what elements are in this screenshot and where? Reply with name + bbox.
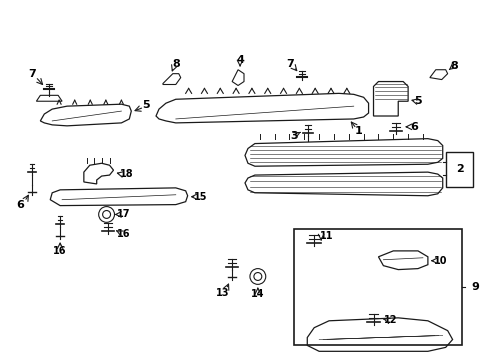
Text: 14: 14 xyxy=(250,289,264,299)
Text: 7: 7 xyxy=(28,69,36,79)
Text: 1: 1 xyxy=(354,126,362,136)
Text: 2: 2 xyxy=(455,164,463,174)
Text: 15: 15 xyxy=(193,192,207,202)
Text: 3: 3 xyxy=(290,131,298,141)
Text: 5: 5 xyxy=(142,100,150,110)
Text: 5: 5 xyxy=(413,96,421,106)
Text: 12: 12 xyxy=(383,315,396,325)
Text: 10: 10 xyxy=(433,256,447,266)
Text: 16: 16 xyxy=(53,246,67,256)
Text: 16: 16 xyxy=(117,229,130,239)
Text: 8: 8 xyxy=(450,61,458,71)
Text: 6: 6 xyxy=(17,199,24,210)
Text: 17: 17 xyxy=(117,210,130,220)
Bar xyxy=(445,152,472,187)
Text: 13: 13 xyxy=(215,288,228,298)
Text: 11: 11 xyxy=(320,231,333,241)
Text: 6: 6 xyxy=(409,122,417,132)
Text: 8: 8 xyxy=(172,59,179,69)
Bar xyxy=(294,229,462,345)
Text: 7: 7 xyxy=(286,59,294,69)
Text: 9: 9 xyxy=(470,282,478,292)
Text: 18: 18 xyxy=(119,169,133,179)
Text: 4: 4 xyxy=(236,55,244,65)
